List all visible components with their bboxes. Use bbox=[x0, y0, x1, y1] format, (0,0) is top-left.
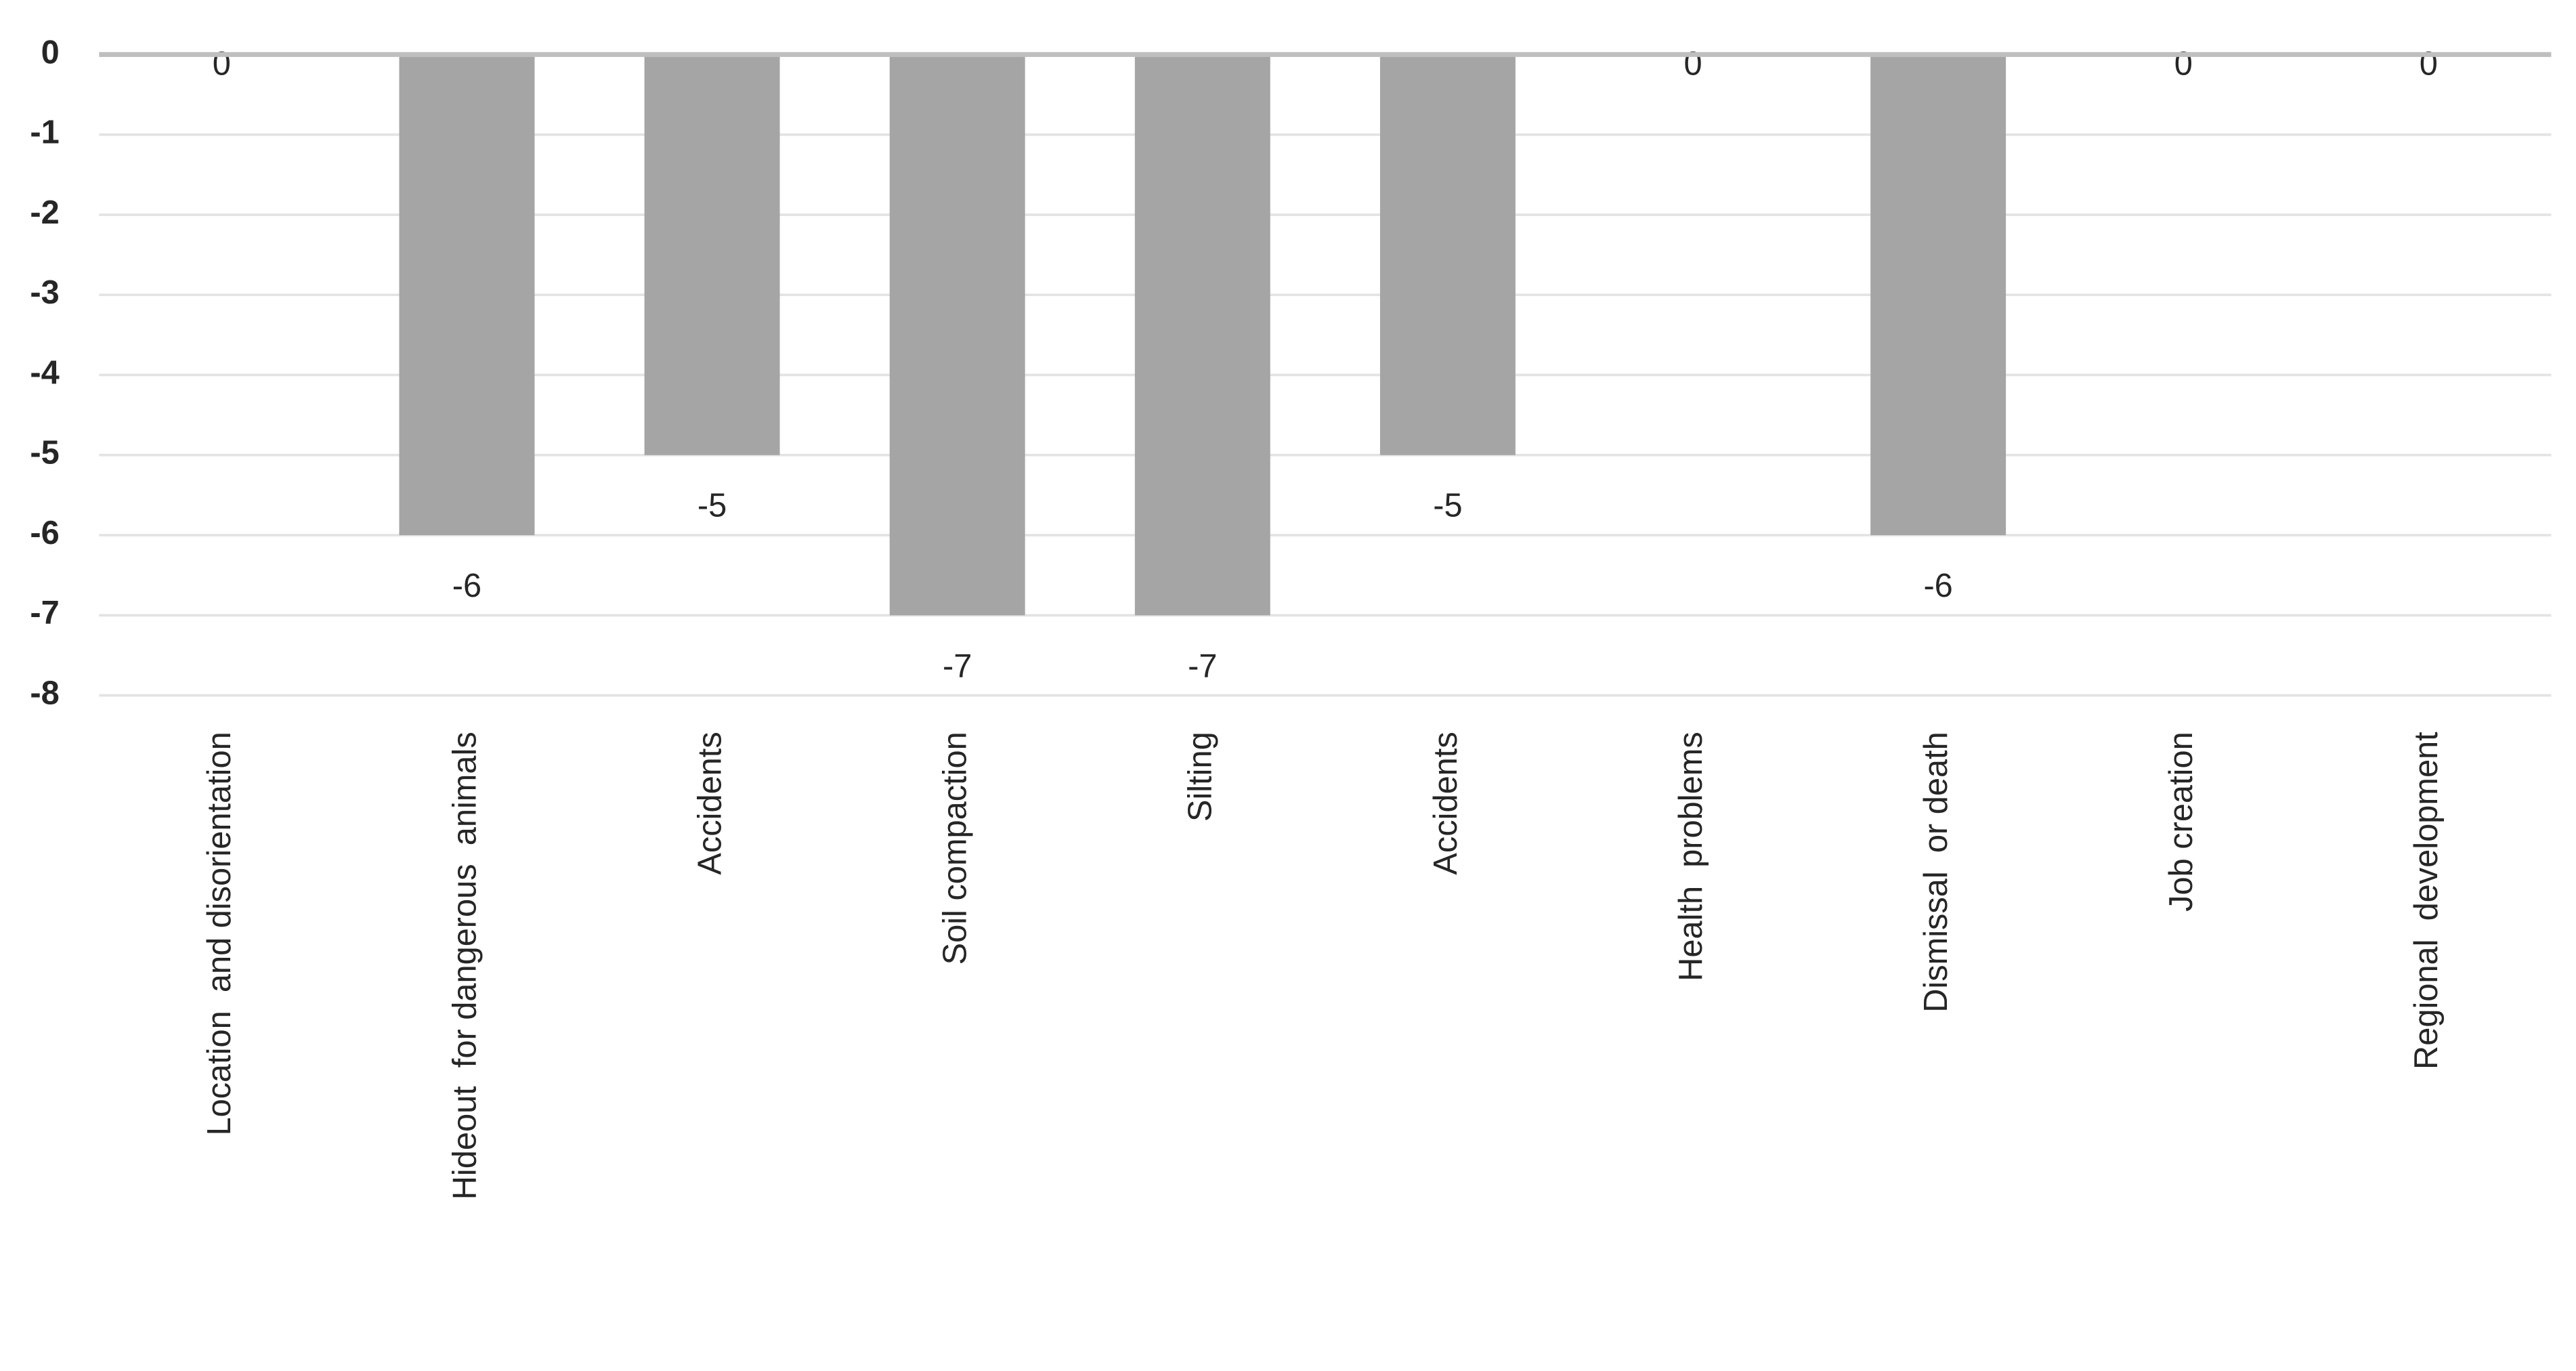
value-label: 0 bbox=[2420, 45, 2438, 82]
value-label: 0 bbox=[2174, 45, 2193, 82]
bar bbox=[1379, 54, 1516, 455]
x-tick-label: Dismissal or death bbox=[1918, 732, 1954, 1013]
y-tick-label: -3 bbox=[30, 274, 59, 311]
x-tick-label: Location and disorientation bbox=[201, 732, 238, 1135]
y-tick-label: -8 bbox=[30, 675, 59, 712]
y-tick-label: -2 bbox=[30, 194, 59, 231]
y-tick-label: 0 bbox=[41, 34, 60, 70]
value-label: -6 bbox=[452, 568, 481, 604]
x-tick-label: Soil compaction bbox=[937, 732, 974, 965]
x-tick-label: Accidents bbox=[1427, 732, 1464, 874]
value-label: -7 bbox=[1188, 648, 1217, 684]
value-label: -5 bbox=[1433, 488, 1462, 524]
x-tick-label: Hideout for dangerous animals bbox=[446, 732, 483, 1200]
y-tick-label: -7 bbox=[30, 595, 59, 631]
y-tick-label: -6 bbox=[30, 515, 59, 551]
value-label: -5 bbox=[697, 488, 727, 524]
bar bbox=[399, 54, 535, 536]
value-label: 0 bbox=[213, 45, 231, 82]
y-tick-label: -5 bbox=[30, 435, 59, 471]
value-label: -7 bbox=[943, 648, 972, 684]
bar bbox=[1134, 54, 1270, 616]
value-label: 0 bbox=[1683, 45, 1702, 82]
x-tick-label: Job creation bbox=[2163, 732, 2199, 912]
value-label: -6 bbox=[1923, 568, 1952, 604]
x-tick-label: Silting bbox=[1182, 732, 1219, 822]
bar bbox=[644, 54, 780, 455]
bar bbox=[1870, 54, 2006, 536]
x-tick-label: Regional development bbox=[2408, 732, 2445, 1070]
y-tick-label: -4 bbox=[30, 354, 59, 391]
x-tick-label: Health problems bbox=[1673, 732, 1709, 982]
x-tick-label: Accidents bbox=[691, 732, 728, 874]
y-tick-label: -1 bbox=[30, 114, 59, 151]
bar bbox=[889, 54, 1025, 616]
